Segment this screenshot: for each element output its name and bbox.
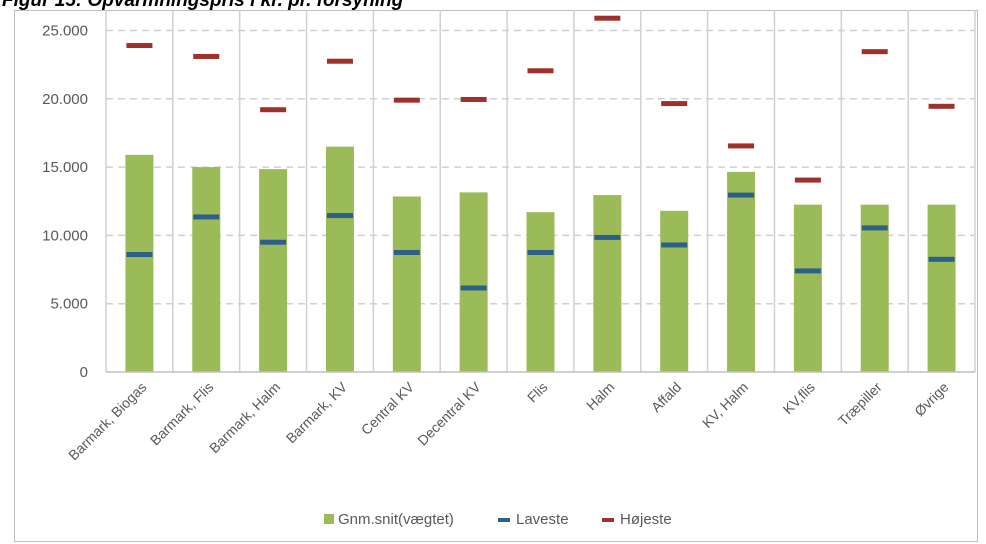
bar-gnm-snit (325, 146, 354, 372)
marker-laveste (728, 192, 755, 198)
legend-swatch-gnm-snit (324, 514, 334, 524)
bar-series (125, 146, 956, 372)
legend-label-hojeste: Højeste (620, 511, 672, 528)
bar-gnm-snit (459, 192, 488, 372)
marker-hojeste (661, 101, 688, 107)
x-category-label: Øvrige (911, 379, 952, 420)
marker-hojeste (460, 96, 487, 102)
bar-gnm-snit (927, 204, 956, 372)
legend-swatch-laveste (498, 518, 510, 522)
x-category-label: Barmark, Biogas (65, 379, 149, 463)
y-tick-label: 20.000 (42, 91, 88, 108)
marker-laveste (260, 239, 287, 245)
x-category-label: Barmark, Halm (206, 379, 283, 456)
marker-laveste (460, 285, 487, 291)
marker-laveste (794, 268, 821, 274)
y-tick-label: 25.000 (42, 22, 88, 39)
legend: Gnm.snit(vægtet) Laveste Højeste (324, 511, 672, 528)
bar-gnm-snit (727, 171, 756, 372)
x-category-label: Affald (648, 379, 684, 415)
bar-gnm-snit (793, 204, 822, 372)
legend-label-laveste: Laveste (516, 511, 569, 528)
marker-hojeste (193, 53, 220, 59)
y-tick-label: 15.000 (42, 159, 88, 176)
x-category-label: KV,flis (780, 379, 818, 417)
marker-series (126, 15, 955, 291)
bar-gnm-snit (660, 210, 689, 372)
marker-hojeste (594, 15, 621, 21)
y-axis-ticks: 0 5.000 10.000 15.000 20.000 25.000 (42, 22, 88, 381)
marker-hojeste (928, 103, 955, 109)
marker-laveste (393, 249, 420, 255)
y-tick-label: 5.000 (50, 296, 88, 313)
legend-label-gnm-snit: Gnm.snit(vægtet) (338, 511, 454, 528)
x-category-label: KV, Halm (699, 379, 751, 431)
figure-title: Figur 15: Opvarmningspris i kr. pr. fors… (2, 0, 404, 11)
bar-gnm-snit (392, 196, 421, 372)
marker-laveste (928, 256, 955, 262)
marker-hojeste (861, 49, 888, 55)
marker-hojeste (260, 107, 287, 113)
x-category-label: Flis (524, 379, 551, 406)
x-category-label: Central KV (358, 378, 418, 438)
marker-hojeste (393, 97, 420, 103)
y-tick-label: 0 (80, 364, 88, 381)
marker-laveste (661, 242, 688, 248)
marker-hojeste (728, 143, 755, 149)
x-category-label: Decentral KV (414, 378, 484, 448)
y-tick-label: 10.000 (42, 227, 88, 244)
bar-gnm-snit (259, 169, 288, 372)
marker-laveste (527, 249, 554, 255)
bar-gnm-snit (125, 154, 154, 372)
x-category-label: Træpiller (835, 379, 885, 429)
bar-gnm-snit (526, 212, 555, 372)
marker-laveste (861, 225, 888, 231)
marker-laveste (193, 214, 220, 220)
marker-hojeste (326, 58, 353, 64)
bar-gnm-snit (192, 167, 221, 372)
marker-laveste (326, 213, 353, 219)
bar-gnm-snit (860, 204, 889, 372)
bar-gnm-snit (593, 195, 622, 372)
x-category-label: Halm (583, 379, 617, 413)
marker-hojeste (794, 177, 821, 183)
marker-hojeste (527, 68, 554, 74)
marker-laveste (594, 234, 621, 240)
x-category-label: Barmark, KV (283, 378, 351, 446)
marker-laveste (126, 252, 153, 258)
marker-hojeste (126, 43, 153, 49)
legend-swatch-hojeste (602, 518, 614, 522)
x-category-label: Barmark, Flis (147, 379, 217, 449)
